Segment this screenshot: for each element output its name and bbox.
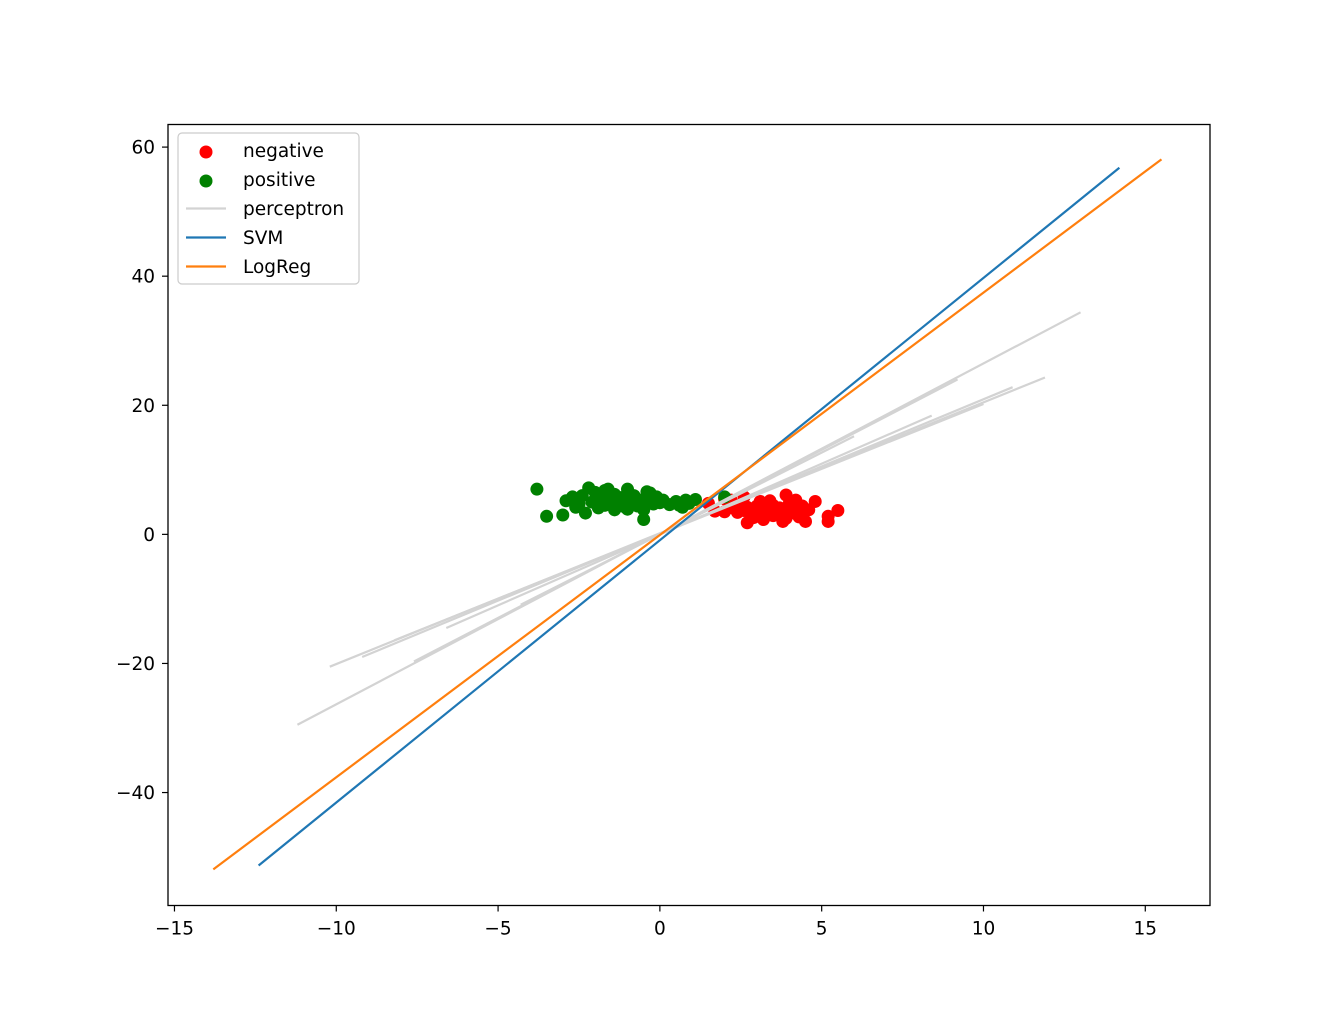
legend-label-perceptron: perceptron <box>243 199 344 220</box>
plot-area <box>212 158 1163 871</box>
x-tick-label: −5 <box>484 919 511 940</box>
y-tick-label: 40 <box>131 267 155 288</box>
point-positive <box>578 506 592 520</box>
point-negative <box>798 514 812 528</box>
point-positive <box>530 482 544 496</box>
x-tick-label: 5 <box>816 919 828 940</box>
legend-marker-positive <box>199 174 213 188</box>
point-negative <box>821 509 835 523</box>
point-positive <box>637 513 651 527</box>
x-tick-label: 10 <box>972 919 996 940</box>
point-negative <box>779 511 793 525</box>
y-tick-label: 60 <box>131 138 155 159</box>
line-perceptron <box>520 435 855 606</box>
point-positive <box>643 486 657 500</box>
point-negative <box>808 494 822 508</box>
axes-frame <box>167 123 1211 907</box>
point-positive <box>556 508 570 522</box>
x-tick-label: 15 <box>1134 919 1158 940</box>
y-tick-label: −20 <box>116 654 155 675</box>
point-positive <box>617 492 631 506</box>
point-positive <box>688 493 702 507</box>
point-negative <box>831 503 845 517</box>
point-negative <box>763 501 777 515</box>
point-positive <box>572 497 586 511</box>
y-tick-label: −40 <box>116 783 155 804</box>
point-positive <box>540 509 554 523</box>
line-logreg <box>212 158 1163 871</box>
point-positive <box>598 483 612 497</box>
legend: negative positive perceptron SVM LogReg <box>177 132 360 285</box>
axis-ticks: −15 −10 −5 0 5 10 15 −40 −20 0 20 40 60 <box>116 138 1157 940</box>
legend-box <box>177 132 360 285</box>
line-svm <box>257 166 1121 867</box>
legend-marker-negative <box>199 145 213 159</box>
point-positive <box>676 500 690 514</box>
y-tick-label: 20 <box>131 396 155 417</box>
legend-label-logreg: LogReg <box>243 257 311 278</box>
legend-label-positive: positive <box>243 170 316 191</box>
point-positive <box>637 503 651 517</box>
legend-label-negative: negative <box>243 141 324 162</box>
x-tick-label: −15 <box>155 919 194 940</box>
line-perceptron <box>445 414 933 629</box>
y-tick-label: 0 <box>143 525 155 546</box>
legend-label-svm: SVM <box>243 228 283 249</box>
x-tick-label: −10 <box>317 919 356 940</box>
x-tick-label: 0 <box>654 919 666 940</box>
